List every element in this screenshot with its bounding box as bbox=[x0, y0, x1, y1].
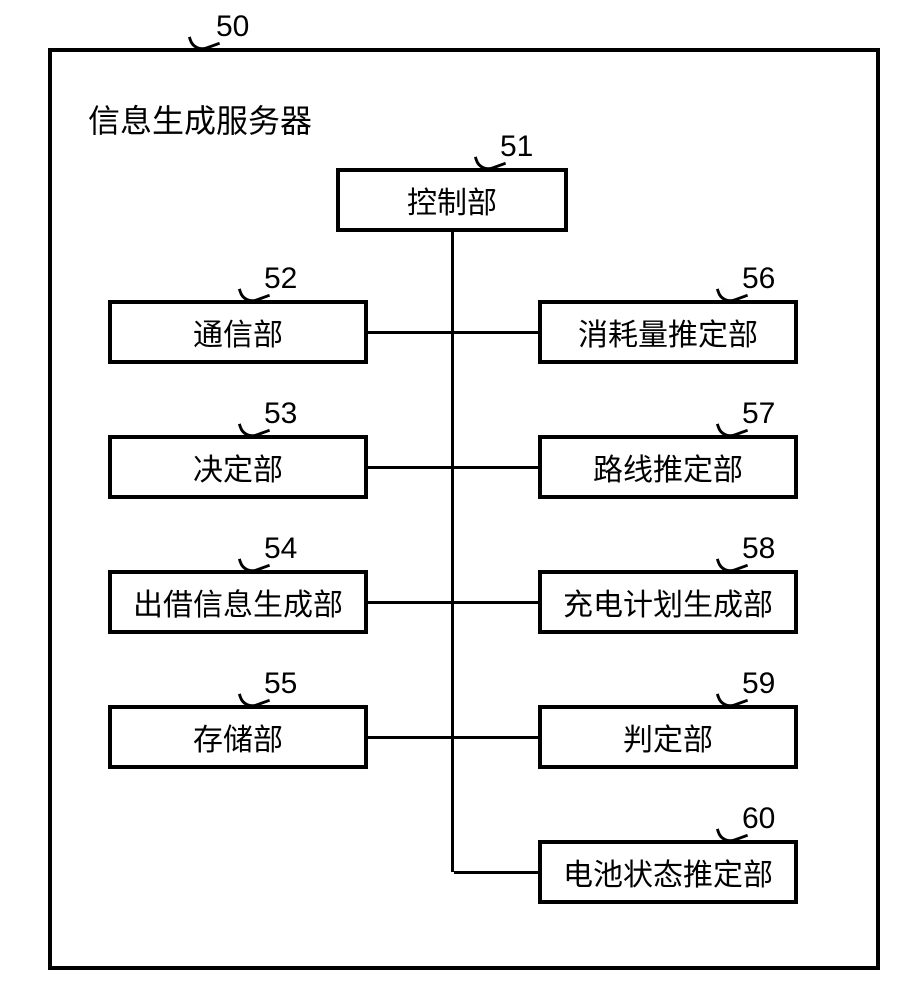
ref-num-57: 57 bbox=[742, 397, 775, 431]
ref-num-56: 56 bbox=[742, 262, 775, 296]
ref-num-55: 55 bbox=[264, 667, 297, 701]
box-charging-plan-gen: 充电计划生成部 bbox=[538, 570, 798, 634]
stub-right-56 bbox=[454, 331, 538, 334]
ref-num-58: 58 bbox=[742, 532, 775, 566]
stub-right-59 bbox=[454, 736, 538, 739]
box-battery-state-estimate: 电池状态推定部 bbox=[538, 840, 798, 904]
box-communication: 通信部 bbox=[108, 300, 368, 364]
ref-num-53: 53 bbox=[264, 397, 297, 431]
ref-num-52: 52 bbox=[264, 262, 297, 296]
box-label: 存储部 bbox=[193, 715, 283, 759]
stub-right-57 bbox=[454, 466, 538, 469]
bus-line bbox=[451, 232, 454, 872]
box-label: 通信部 bbox=[193, 310, 283, 354]
box-storage: 存储部 bbox=[108, 705, 368, 769]
box-consumption-estimate: 消耗量推定部 bbox=[538, 300, 798, 364]
stub-left-53 bbox=[368, 466, 451, 469]
box-route-estimate: 路线推定部 bbox=[538, 435, 798, 499]
box-lending-info-gen: 出借信息生成部 bbox=[108, 570, 368, 634]
box-label: 决定部 bbox=[193, 445, 283, 489]
box-label: 判定部 bbox=[623, 715, 713, 759]
box-control: 控制部 bbox=[336, 168, 568, 232]
box-label: 路线推定部 bbox=[593, 445, 743, 489]
ref-num-59: 59 bbox=[742, 667, 775, 701]
box-label: 消耗量推定部 bbox=[578, 310, 758, 354]
box-judgement: 判定部 bbox=[538, 705, 798, 769]
ref-num-51: 51 bbox=[500, 130, 533, 164]
ref-num-54: 54 bbox=[264, 532, 297, 566]
stub-left-54 bbox=[368, 601, 451, 604]
box-label: 充电计划生成部 bbox=[563, 580, 773, 624]
ref-num-60: 60 bbox=[742, 802, 775, 836]
diagram-canvas: 50 信息生成服务器 51 控制部 52 通信部 53 决定部 54 出借信息生… bbox=[0, 0, 917, 1000]
stub-left-55 bbox=[368, 736, 451, 739]
stub-left-52 bbox=[368, 331, 451, 334]
ref-num-50: 50 bbox=[216, 10, 249, 44]
box-label: 控制部 bbox=[407, 178, 497, 222]
stub-right-58 bbox=[454, 601, 538, 604]
box-label: 出借信息生成部 bbox=[133, 580, 343, 624]
outer-title: 信息生成服务器 bbox=[88, 96, 312, 142]
box-label: 电池状态推定部 bbox=[563, 850, 773, 894]
box-decision: 决定部 bbox=[108, 435, 368, 499]
stub-right-60 bbox=[454, 871, 538, 874]
